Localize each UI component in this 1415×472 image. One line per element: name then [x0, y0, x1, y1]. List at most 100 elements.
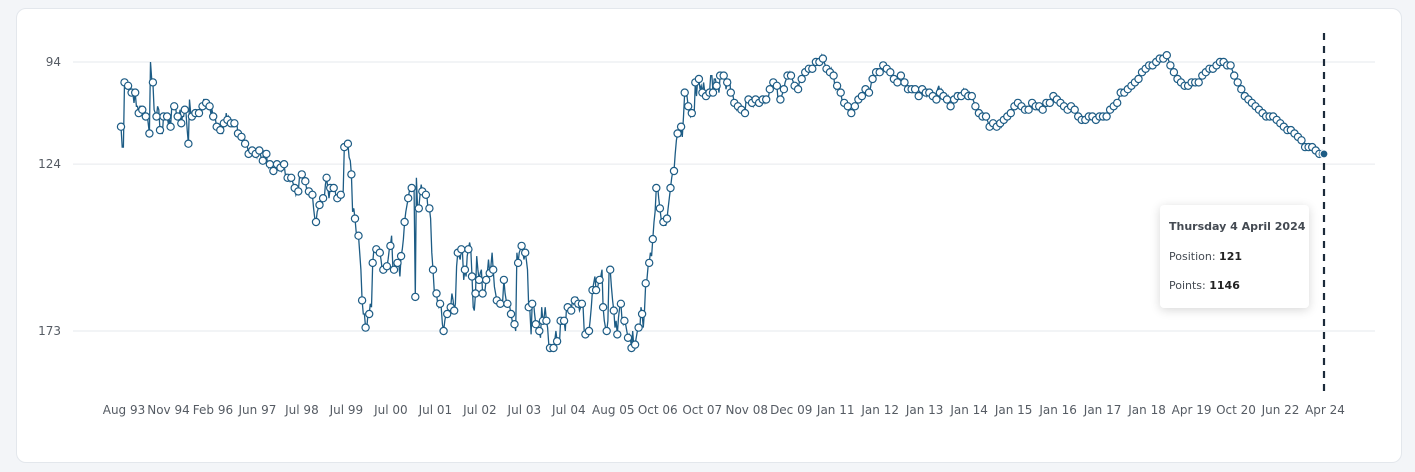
- data-point[interactable]: [673, 129, 682, 138]
- data-point[interactable]: [205, 102, 214, 111]
- data-point[interactable]: [776, 95, 785, 104]
- data-point[interactable]: [230, 119, 239, 128]
- data-point[interactable]: [354, 231, 363, 240]
- data-point[interactable]: [829, 71, 838, 80]
- data-point[interactable]: [457, 245, 466, 254]
- data-point[interactable]: [868, 74, 877, 84]
- data-point[interactable]: [662, 214, 672, 223]
- data-point[interactable]: [237, 132, 246, 142]
- data-point[interactable]: [162, 112, 172, 121]
- data-point[interactable]: [240, 139, 250, 148]
- data-point[interactable]: [1194, 78, 1203, 87]
- data-point[interactable]: [616, 299, 626, 308]
- data-point[interactable]: [1134, 74, 1143, 84]
- data-point[interactable]: [428, 265, 438, 274]
- data-point[interactable]: [669, 166, 679, 176]
- ranking-chart[interactable]: 94 124 173 Aug 93 Nov 94 Feb 96 Jun 97 Jul 98 J…: [17, 9, 1403, 464]
- data-point[interactable]: [559, 316, 569, 325]
- data-point[interactable]: [311, 217, 321, 227]
- data-point[interactable]: [141, 112, 151, 121]
- data-point[interactable]: [971, 102, 980, 111]
- data-point[interactable]: [687, 108, 697, 118]
- data-point[interactable]: [694, 74, 704, 84]
- data-point[interactable]: [712, 81, 721, 91]
- data-point[interactable]: [765, 84, 775, 94]
- data-point[interactable]: [478, 289, 487, 298]
- data-point[interactable]: [1237, 84, 1246, 94]
- data-point[interactable]: [521, 248, 530, 257]
- data-point[interactable]: [301, 176, 310, 186]
- data-point[interactable]: [1226, 61, 1235, 70]
- data-point[interactable]: [577, 299, 587, 308]
- data-point[interactable]: [347, 170, 356, 179]
- data-point[interactable]: [173, 112, 182, 121]
- data-point[interactable]: [591, 285, 601, 295]
- data-point[interactable]: [684, 102, 693, 111]
- data-point[interactable]: [194, 108, 204, 118]
- data-point[interactable]: [386, 241, 395, 251]
- data-point[interactable]: [177, 119, 186, 128]
- data-point[interactable]: [648, 234, 658, 244]
- data-point[interactable]: [645, 258, 654, 268]
- data-point[interactable]: [552, 337, 562, 346]
- data-point[interactable]: [393, 258, 402, 268]
- data-point[interactable]: [357, 296, 367, 305]
- data-point[interactable]: [145, 129, 154, 138]
- data-point[interactable]: [1038, 105, 1047, 114]
- data-point[interactable]: [425, 204, 434, 213]
- data-point[interactable]: [1166, 61, 1175, 70]
- data-point[interactable]: [464, 245, 473, 254]
- data-point[interactable]: [294, 187, 303, 196]
- data-point[interactable]: [634, 323, 643, 332]
- data-point[interactable]: [613, 330, 622, 339]
- data-point[interactable]: [896, 71, 906, 80]
- data-point[interactable]: [279, 159, 289, 169]
- highlighted-point[interactable]: [1319, 149, 1329, 159]
- data-point[interactable]: [793, 84, 803, 94]
- data-point[interactable]: [772, 81, 782, 91]
- data-point[interactable]: [297, 170, 306, 179]
- data-point[interactable]: [513, 258, 523, 268]
- data-point[interactable]: [450, 306, 459, 315]
- data-point[interactable]: [368, 258, 377, 268]
- data-point[interactable]: [315, 200, 324, 210]
- data-point[interactable]: [598, 303, 608, 312]
- data-point[interactable]: [432, 289, 441, 298]
- data-point[interactable]: [343, 139, 353, 148]
- data-point[interactable]: [389, 265, 399, 274]
- data-point[interactable]: [467, 272, 477, 281]
- data-point[interactable]: [535, 326, 544, 336]
- data-point[interactable]: [832, 81, 842, 91]
- data-point[interactable]: [1045, 98, 1055, 108]
- data-point[interactable]: [967, 91, 977, 101]
- data-point[interactable]: [404, 193, 413, 203]
- data-point[interactable]: [435, 299, 445, 308]
- data-point[interactable]: [531, 320, 541, 329]
- data-point[interactable]: [499, 275, 509, 285]
- data-point[interactable]: [1070, 105, 1079, 114]
- data-point[interactable]: [893, 78, 902, 87]
- data-point[interactable]: [779, 84, 789, 94]
- data-point[interactable]: [148, 78, 158, 87]
- data-point[interactable]: [130, 88, 140, 97]
- data-point[interactable]: [676, 122, 686, 131]
- data-point[interactable]: [666, 183, 675, 193]
- data-point[interactable]: [258, 156, 267, 165]
- data-point[interactable]: [1102, 112, 1111, 121]
- data-point[interactable]: [1297, 136, 1306, 145]
- data-point[interactable]: [797, 74, 806, 84]
- data-point[interactable]: [836, 88, 845, 97]
- data-point[interactable]: [322, 173, 331, 182]
- data-point[interactable]: [637, 309, 647, 319]
- data-point[interactable]: [1229, 71, 1239, 80]
- data-point[interactable]: [496, 299, 505, 308]
- data-point[interactable]: [726, 88, 736, 97]
- data-point[interactable]: [180, 105, 189, 114]
- data-point[interactable]: [981, 112, 991, 121]
- data-point[interactable]: [946, 102, 955, 111]
- data-point[interactable]: [818, 54, 828, 63]
- data-point[interactable]: [680, 88, 689, 97]
- data-point[interactable]: [932, 95, 941, 104]
- data-point[interactable]: [864, 88, 874, 97]
- data-point[interactable]: [489, 265, 498, 274]
